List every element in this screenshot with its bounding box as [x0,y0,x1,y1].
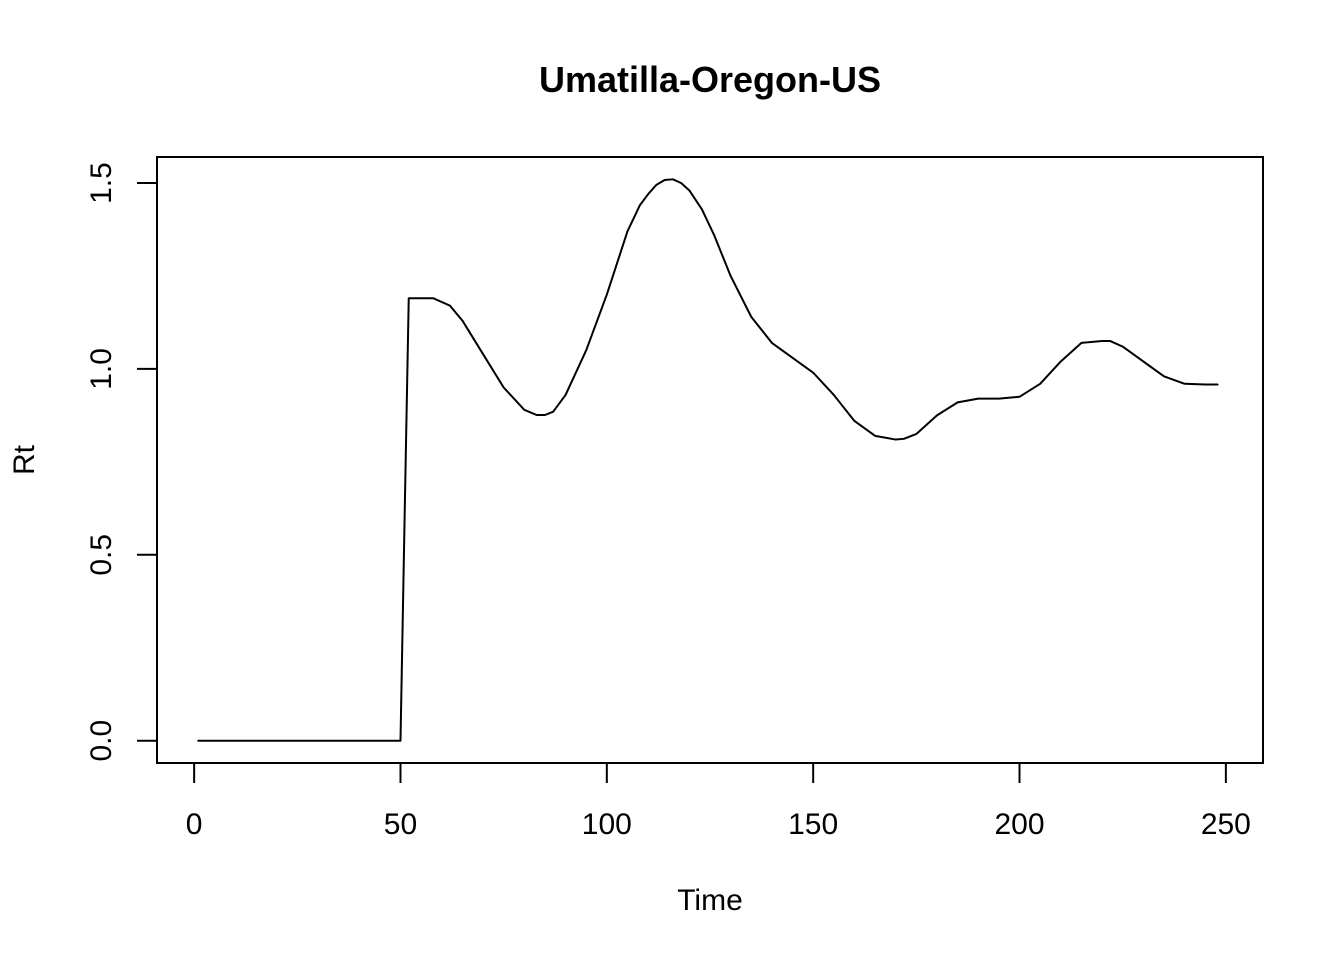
y-tick-label: 0.0 [85,720,118,762]
series-layer [197,178,1219,742]
x-axis-label: Time [677,884,743,917]
x-axis: 0 50 100 150 200 250 [186,762,1251,841]
y-tick-label: 0.5 [85,534,118,576]
x-tick-label: 250 [1201,808,1251,841]
x-tick-label: 50 [384,808,417,841]
x-tick-label: 100 [582,808,632,841]
chart-title: Umatilla-Oregon-US [539,59,881,100]
y-tick-label: 1.5 [85,162,118,204]
series-line [197,178,1219,742]
x-tick-label: 150 [788,808,838,841]
x-tick-label: 200 [994,808,1044,841]
x-tick-label: 0 [186,808,203,841]
y-axis: 0.0 0.5 1.0 1.5 [85,162,158,762]
plot-frame [156,156,1264,764]
y-axis-label: Rt [8,444,41,475]
y-tick-label: 1.0 [85,348,118,390]
